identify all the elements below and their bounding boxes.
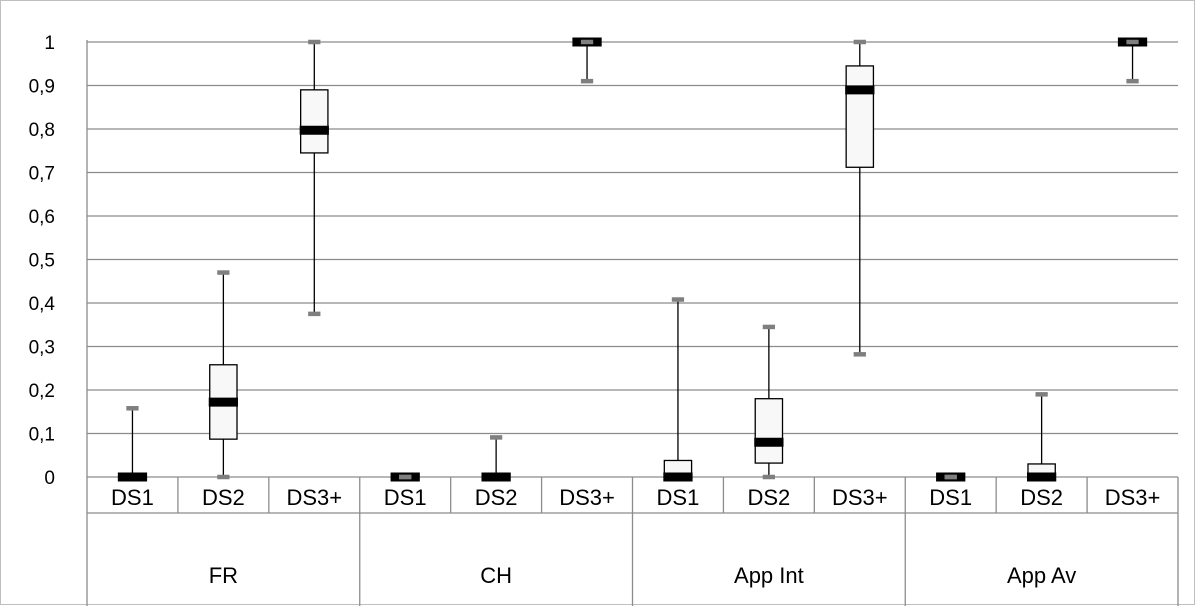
y-tick-label: 0,1 xyxy=(29,425,55,446)
group-label: FR xyxy=(209,563,238,588)
category-label: DS3+ xyxy=(832,485,888,510)
y-tick-label: 1 xyxy=(44,33,55,54)
category-label: DS1 xyxy=(111,485,154,510)
category-label: DS1 xyxy=(384,485,427,510)
group-label: App Av xyxy=(1007,563,1076,588)
y-tick-label: 0,8 xyxy=(29,120,55,141)
category-label: DS3+ xyxy=(559,485,615,510)
group-label: CH xyxy=(480,563,512,588)
y-tick-label: 0,2 xyxy=(29,381,55,402)
group-label: App Int xyxy=(734,563,804,588)
y-tick-label: 0 xyxy=(44,468,55,489)
category-label: DS2 xyxy=(747,485,790,510)
category-label: DS2 xyxy=(1020,485,1063,510)
iqr-box xyxy=(845,65,875,168)
iqr-box xyxy=(300,89,329,154)
category-label: DS3+ xyxy=(1105,485,1161,510)
y-tick-label: 0,3 xyxy=(29,338,55,359)
iqr-box xyxy=(754,398,784,464)
category-label: DS2 xyxy=(475,485,518,510)
category-label: DS2 xyxy=(202,485,245,510)
y-tick-label: 0,5 xyxy=(29,251,55,272)
y-tick-label: 0,6 xyxy=(29,207,55,228)
category-label: DS1 xyxy=(657,485,700,510)
y-tick-label: 0,4 xyxy=(29,294,56,315)
y-tick-label: 0,9 xyxy=(29,77,55,98)
category-label: DS3+ xyxy=(286,485,342,510)
y-tick-label: 0,7 xyxy=(29,164,55,185)
category-label: DS1 xyxy=(929,485,972,510)
